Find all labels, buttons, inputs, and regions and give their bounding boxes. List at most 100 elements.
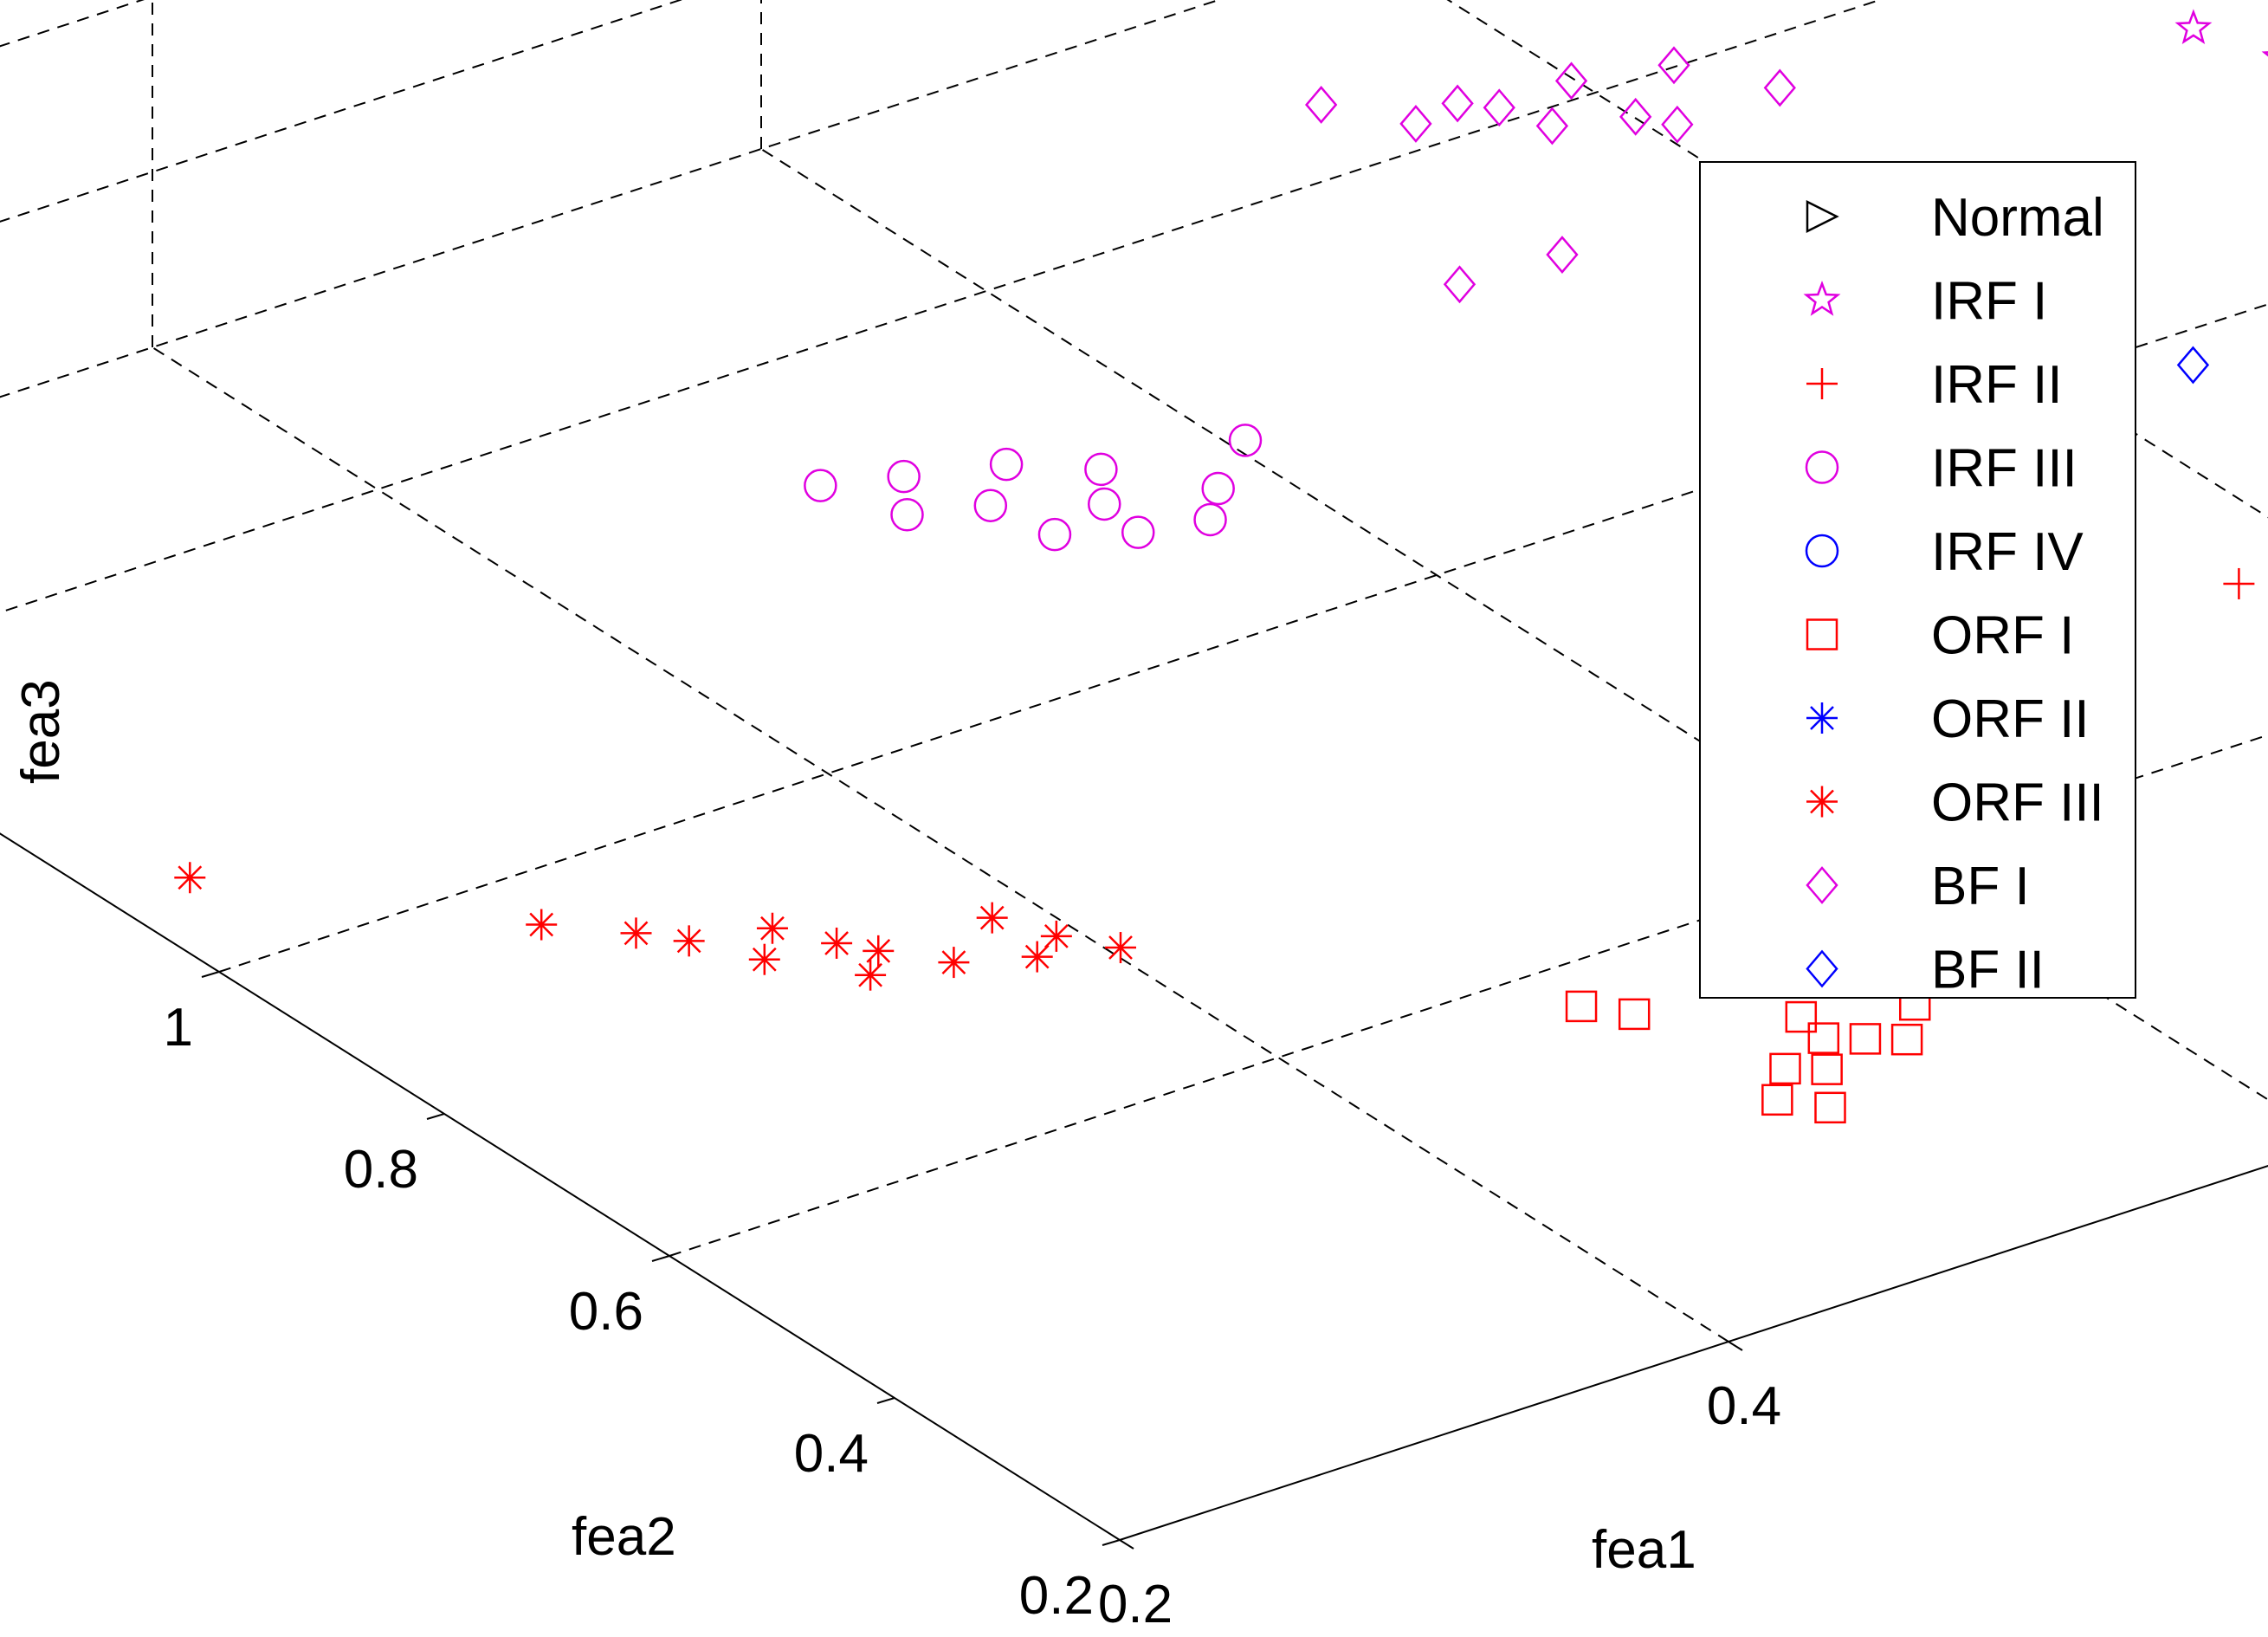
fea1-tick-label: 0.2 <box>1098 1575 1173 1634</box>
legend-marker-irf-i <box>1803 280 1841 316</box>
point-bf-i <box>1546 236 1579 274</box>
point-orf-iii <box>748 943 780 975</box>
point-irf-i <box>2261 51 2268 57</box>
point-bf-i <box>1483 88 1515 127</box>
fea2-tick-label: 0.6 <box>569 1282 643 1342</box>
point-irf-iii <box>1228 424 1263 457</box>
point-irf-iii <box>887 459 921 494</box>
point-orf-i <box>1565 990 1598 1023</box>
fea2-tick-label: 0.8 <box>344 1140 418 1200</box>
point-bf-i <box>1399 104 1432 143</box>
legend: Normal IRF I IRF II IRF III IRF IV ORF I ORF I… <box>1699 161 2136 1000</box>
point-irf-i <box>2174 9 2213 45</box>
point-orf-i <box>1849 1023 1882 1055</box>
point-irf-iii <box>1201 471 1235 506</box>
point-orf-iii <box>1040 920 1072 952</box>
fea2-tick-label: 1 <box>164 998 193 1058</box>
point-orf-iii <box>756 912 788 944</box>
legend-label-irf-ii: IRF II <box>1931 355 2063 415</box>
point-irf-iii <box>1084 452 1118 487</box>
point-orf-iii <box>976 902 1008 934</box>
point-orf-i <box>1807 1022 1840 1054</box>
point-orf-iii <box>1021 941 1053 973</box>
point-orf-iii <box>863 935 895 967</box>
legend-label-bf-i: BF I <box>1931 857 2030 916</box>
grid-line <box>669 734 2268 1257</box>
fea1-tick-mark <box>1119 1539 1134 1550</box>
legend-items: Normal IRF I IRF II IRF III IRF IV ORF I ORF I… <box>1803 188 2104 1000</box>
point-irf-iii <box>973 489 1008 522</box>
point-bf-i <box>1554 61 1588 100</box>
point-bf-i <box>1441 84 1474 123</box>
legend-label-orf-ii: ORF II <box>1931 689 2090 749</box>
legend-marker-irf-ii <box>1806 368 1838 399</box>
point-orf-iii <box>821 927 853 959</box>
point-irf-iii <box>1193 502 1227 537</box>
legend-marker-irf-iii <box>1805 450 1839 484</box>
fea2-tick-label: 0.4 <box>794 1424 869 1484</box>
point-irf-ii <box>2223 567 2255 599</box>
point-irf-iii <box>804 469 837 502</box>
fea2-axis-line <box>0 832 1121 1541</box>
point-orf-i <box>1618 998 1651 1031</box>
legend-marker-bf-ii <box>1806 949 1838 988</box>
legend-label-irf-i: IRF I <box>1931 272 2047 332</box>
point-orf-i <box>1890 1023 1923 1056</box>
legend-marker-irf-iv <box>1805 534 1839 568</box>
fea2-tick-mark <box>1102 1539 1121 1546</box>
fea1-tick-mark <box>1728 1341 1743 1351</box>
fea2-tick-mark <box>876 1397 895 1404</box>
point-irf-iii <box>989 447 1024 482</box>
point-orf-i <box>1814 1091 1846 1124</box>
point-bf-i <box>1661 105 1694 144</box>
fea1-axis-line <box>1119 1165 2268 1541</box>
point-orf-iii <box>673 925 705 957</box>
grid-line <box>0 0 1222 398</box>
legend-label-irf-iv: IRF IV <box>1931 522 2084 582</box>
point-orf-iii <box>938 947 970 979</box>
point-orf-i <box>1761 1084 1793 1116</box>
axes <box>0 832 2268 1550</box>
point-orf-iii <box>526 909 558 941</box>
z-axis-label: fea3 <box>11 679 71 784</box>
point-irf-iii <box>1088 487 1121 521</box>
point-bf-i <box>1619 97 1652 136</box>
y-axis-label: fea2 <box>572 1507 676 1567</box>
legend-box <box>1699 161 2136 999</box>
point-orf-iii <box>855 959 887 991</box>
point-orf-i <box>1785 1000 1818 1033</box>
legend-marker-orf-i <box>1806 618 1838 650</box>
point-irf-iii <box>1121 515 1155 549</box>
legend-label-orf-i: ORF I <box>1931 606 2074 666</box>
point-bf-i <box>1535 107 1569 146</box>
grid-line <box>0 0 1883 614</box>
fea1-tick-label: 0.4 <box>1707 1376 1781 1436</box>
point-orf-iii <box>1105 932 1136 964</box>
point-irf-iii <box>1037 517 1072 552</box>
legend-marker-orf-ii <box>1806 702 1838 734</box>
legend-label-orf-iii: ORF III <box>1931 773 2104 833</box>
point-irf-iii <box>890 498 924 532</box>
point-bf-i <box>1443 265 1476 304</box>
point-orf-iii <box>620 917 652 949</box>
fea2-tick-label: 0.2 <box>1019 1566 1094 1626</box>
point-bf-ii <box>2176 346 2210 385</box>
legend-label-irf-iii: IRF III <box>1931 439 2077 499</box>
legend-label-bf-ii: BF II <box>1931 941 2045 1000</box>
point-orf-i <box>1811 1053 1843 1085</box>
point-bf-i <box>1763 68 1796 107</box>
legend-label-normal: Normal <box>1931 188 2104 248</box>
point-bf-i <box>1657 46 1690 85</box>
fea2-tick-mark <box>651 1255 670 1262</box>
point-orf-iii <box>174 862 206 894</box>
x-axis-label: fea1 <box>1592 1520 1696 1580</box>
legend-marker-normal <box>1806 199 1839 234</box>
fea2-tick-mark <box>426 1113 445 1120</box>
point-bf-i <box>1305 86 1338 124</box>
fea2-tick-mark <box>201 971 220 978</box>
legend-marker-bf-i <box>1806 866 1838 904</box>
tick-labels: 0.20.40.60.811.20.20.40.60.811.21.41.600… <box>164 998 1782 1634</box>
point-orf-i <box>1769 1052 1801 1085</box>
legend-marker-orf-iii <box>1806 786 1838 818</box>
